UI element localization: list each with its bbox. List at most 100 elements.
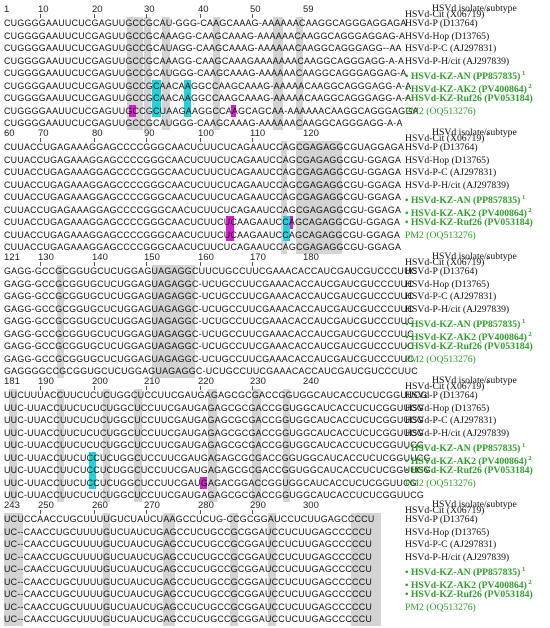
sequence-row: UUC-UUACCUUCUCUCUGGCUCCUUCGAUGAGAGCGCGAC… — [4, 440, 425, 450]
sequence-row: GAGG-GCCGCGGUGCUCUGGAGUAGAGGC-UCUGCCUUCG… — [4, 316, 414, 326]
position-tick — [252, 386, 253, 390]
gray-highlight — [252, 389, 261, 502]
footnote-marker: * — [484, 255, 490, 263]
isolate-label: HSVd-P-H/cit (AJ297839) — [405, 303, 510, 315]
isolate-label: HSVd-P-H/cit (AJ297839) — [405, 55, 510, 67]
position-number: 270 — [144, 500, 160, 511]
isolate-label: HSVd-P (D13764) — [405, 142, 478, 153]
gray-highlight — [9, 389, 17, 502]
position-tick — [146, 262, 147, 266]
sequence-row: CUGGGGAAUUCUCGAGUUGCCGCAACAAGGCCAAGCAAAG… — [4, 80, 412, 91]
isolate-label: • HSVd-KZ-AK2 (PV400864) 2 — [405, 206, 532, 219]
sequence-row: UC--CAACCUGCUUUUGUCUAUCUGAGCCUCUGCCGCGGA… — [4, 601, 373, 612]
isolate-label: HSVd-Hop (D13765) — [405, 30, 490, 42]
position-number: 220 — [198, 376, 214, 387]
sequence-row: GAGG-GCCGCGGUGCUCUGGAGUAGAGGC-UCUGCCUUCG… — [4, 341, 414, 351]
position-tick — [200, 14, 201, 18]
position-tick — [252, 510, 253, 514]
isolate-label: • HSVd-KZ-AN (PP857835) 1 — [405, 194, 526, 207]
footnote-marker: 2 — [526, 206, 532, 214]
position-number: 160 — [198, 252, 214, 263]
position-number: 180 — [303, 252, 319, 263]
isolate-label: HSVd-Cit (X06719) * — [405, 503, 490, 516]
isolate-label: • HSVd-KZ-AK2 (PV400864) 2 — [405, 454, 532, 467]
position-number: 80 — [92, 128, 103, 139]
magenta-highlight — [226, 216, 234, 241]
sequence-row: GAGGGGCCGCGGUGCUCUGGAGUAGAGGC-UCUGCCUUCG… — [4, 366, 418, 376]
gray-highlight — [57, 265, 64, 378]
magenta-highlight — [287, 216, 293, 229]
position-tick — [94, 386, 95, 390]
isolate-label: HSVd-P-C (AJ297831) — [405, 167, 497, 178]
gray-highlight — [163, 513, 175, 626]
sequence-row: CUUACCUGAGAAAGGAGCCCCGGGCAACUCUUCUCAGAAU… — [4, 204, 402, 215]
sequence-row: GAGG-GCCGCGGUGCUCUGGAGUAGAGGC-UCUGCCUUCG… — [4, 353, 414, 364]
isolate-label: • HSVd-KZ-AN (PP857835) 1 — [405, 318, 526, 331]
sequence-row: GAGG-GCCGCGGUGCUCUGGAGUAGAGGC-UCUGCCUUCG… — [4, 328, 414, 339]
position-tick — [40, 138, 41, 142]
sequence-row: CUGGGGAAUUCUCGAGUUGCCGCAUGGG-CAAGCAAAG-A… — [4, 68, 407, 78]
position-number: 181 — [4, 376, 20, 387]
isolate-label: HSVd-Hop (D13765) — [405, 402, 490, 414]
cyan-highlight — [283, 216, 290, 241]
magenta-highlight — [129, 104, 136, 117]
position-number: 110 — [250, 128, 266, 139]
position-number: 100 — [198, 128, 214, 139]
position-tick — [146, 14, 147, 18]
position-number: 243 — [4, 500, 20, 511]
position-tick — [146, 510, 147, 514]
position-tick — [40, 510, 41, 514]
sequence-row: UC--CAACCUGCUUUUGUCUAUCUGAGCCUCUGCCGCGGA… — [4, 551, 373, 562]
isolate-label: HSVd-Cit (X06719) * — [405, 131, 490, 144]
position-number: 250 — [38, 500, 54, 511]
position-number: 210 — [144, 376, 160, 387]
sequence-row: CUUACCUGAGAAAGGAGCCCCGGGCAACUCUUCUCAAGAA… — [4, 229, 401, 240]
position-number: 70 — [38, 128, 49, 139]
position-tick — [94, 14, 95, 18]
position-tick — [94, 510, 95, 514]
position-number: 260 — [92, 500, 108, 511]
position-tick — [200, 386, 201, 390]
position-number: 90 — [144, 128, 155, 139]
gray-highlight — [283, 389, 290, 502]
sequence-row: UUC-UUACCUUCUCUCUGGCUCCUUCGAUGAGAGCGCGAC… — [4, 490, 425, 500]
position-tick — [200, 138, 201, 142]
position-tick — [40, 262, 41, 266]
position-tick — [252, 262, 253, 266]
position-number: 20 — [92, 4, 103, 15]
isolate-label: HSVd-P (D13764) — [405, 514, 478, 525]
sequence-row: CUUACCUGAGAAAGGAGCCCCGGGCAACUCUUCUCAGAAU… — [4, 142, 405, 152]
footnote-marker: 2 — [526, 454, 532, 462]
isolate-column-header: HSVd isolate/subtype — [432, 127, 517, 138]
isolate-column-header: HSVd isolate/subtype — [432, 3, 517, 14]
isolate-label: • HSVd-KZ-AK2 (PV400864) 2 — [405, 82, 532, 95]
isolate-label: PM2 (OQ513276) — [405, 601, 476, 613]
position-number: 60 — [4, 128, 15, 139]
sequence-row: CUGGGGAAUUCUCGAGUUGCCGCAU-GGG-CAAGCAAAG-… — [4, 18, 407, 28]
isolate-label: HSVd-P-C (AJ297831) — [405, 291, 497, 302]
gray-highlight — [273, 17, 283, 130]
position-tick — [40, 14, 41, 18]
gray-highlight — [127, 17, 143, 130]
isolate-label: HSVd-Cit (X06719) * — [405, 255, 490, 268]
gray-highlight — [213, 17, 220, 130]
sequence-row: CUGGGGAAUUCUCGAGUUGCCGCAAAGG-CAAGCAAAG-A… — [4, 30, 406, 41]
gray-highlight — [103, 389, 110, 502]
isolate-label: HSVd-P (D13764) — [405, 266, 478, 277]
isolate-label: HSVd-Hop (D13765) — [405, 278, 490, 290]
sequence-row: CUUACCUGAGAAAGGAGCCCCGGGCAACUCUUCUCAAGAA… — [4, 217, 401, 227]
position-number: 150 — [144, 252, 160, 263]
footnote-marker: 2 — [526, 330, 532, 338]
position-number: 1 — [4, 4, 10, 15]
position-tick — [252, 138, 253, 142]
isolate-label: • HSVd-KZ-Ruf26 (PV053184) — [405, 465, 533, 476]
position-number: 290 — [250, 500, 266, 511]
position-number: 140 — [92, 252, 108, 263]
position-number: 190 — [38, 376, 54, 387]
sequence-row: CUGGGGAAUUCUCGAGUUGCCGCUAAGAAGGCCAAGCAGC… — [4, 105, 419, 116]
isolate-column-header: HSVd isolate/subtype — [432, 251, 517, 262]
sequence-row: UUC-UUACCUUCUCUCUGGCUCCUUCGAUGAGAGCGCGAC… — [4, 427, 425, 438]
magenta-highlight — [231, 104, 236, 117]
isolate-label: • HSVd-KZ-AK2 (PV400864) 2 — [405, 330, 532, 343]
sequence-row: CUGGGGAAUUCUCGAGUUGCCGCAACAAGGCCAAGCAAAG… — [4, 93, 412, 103]
